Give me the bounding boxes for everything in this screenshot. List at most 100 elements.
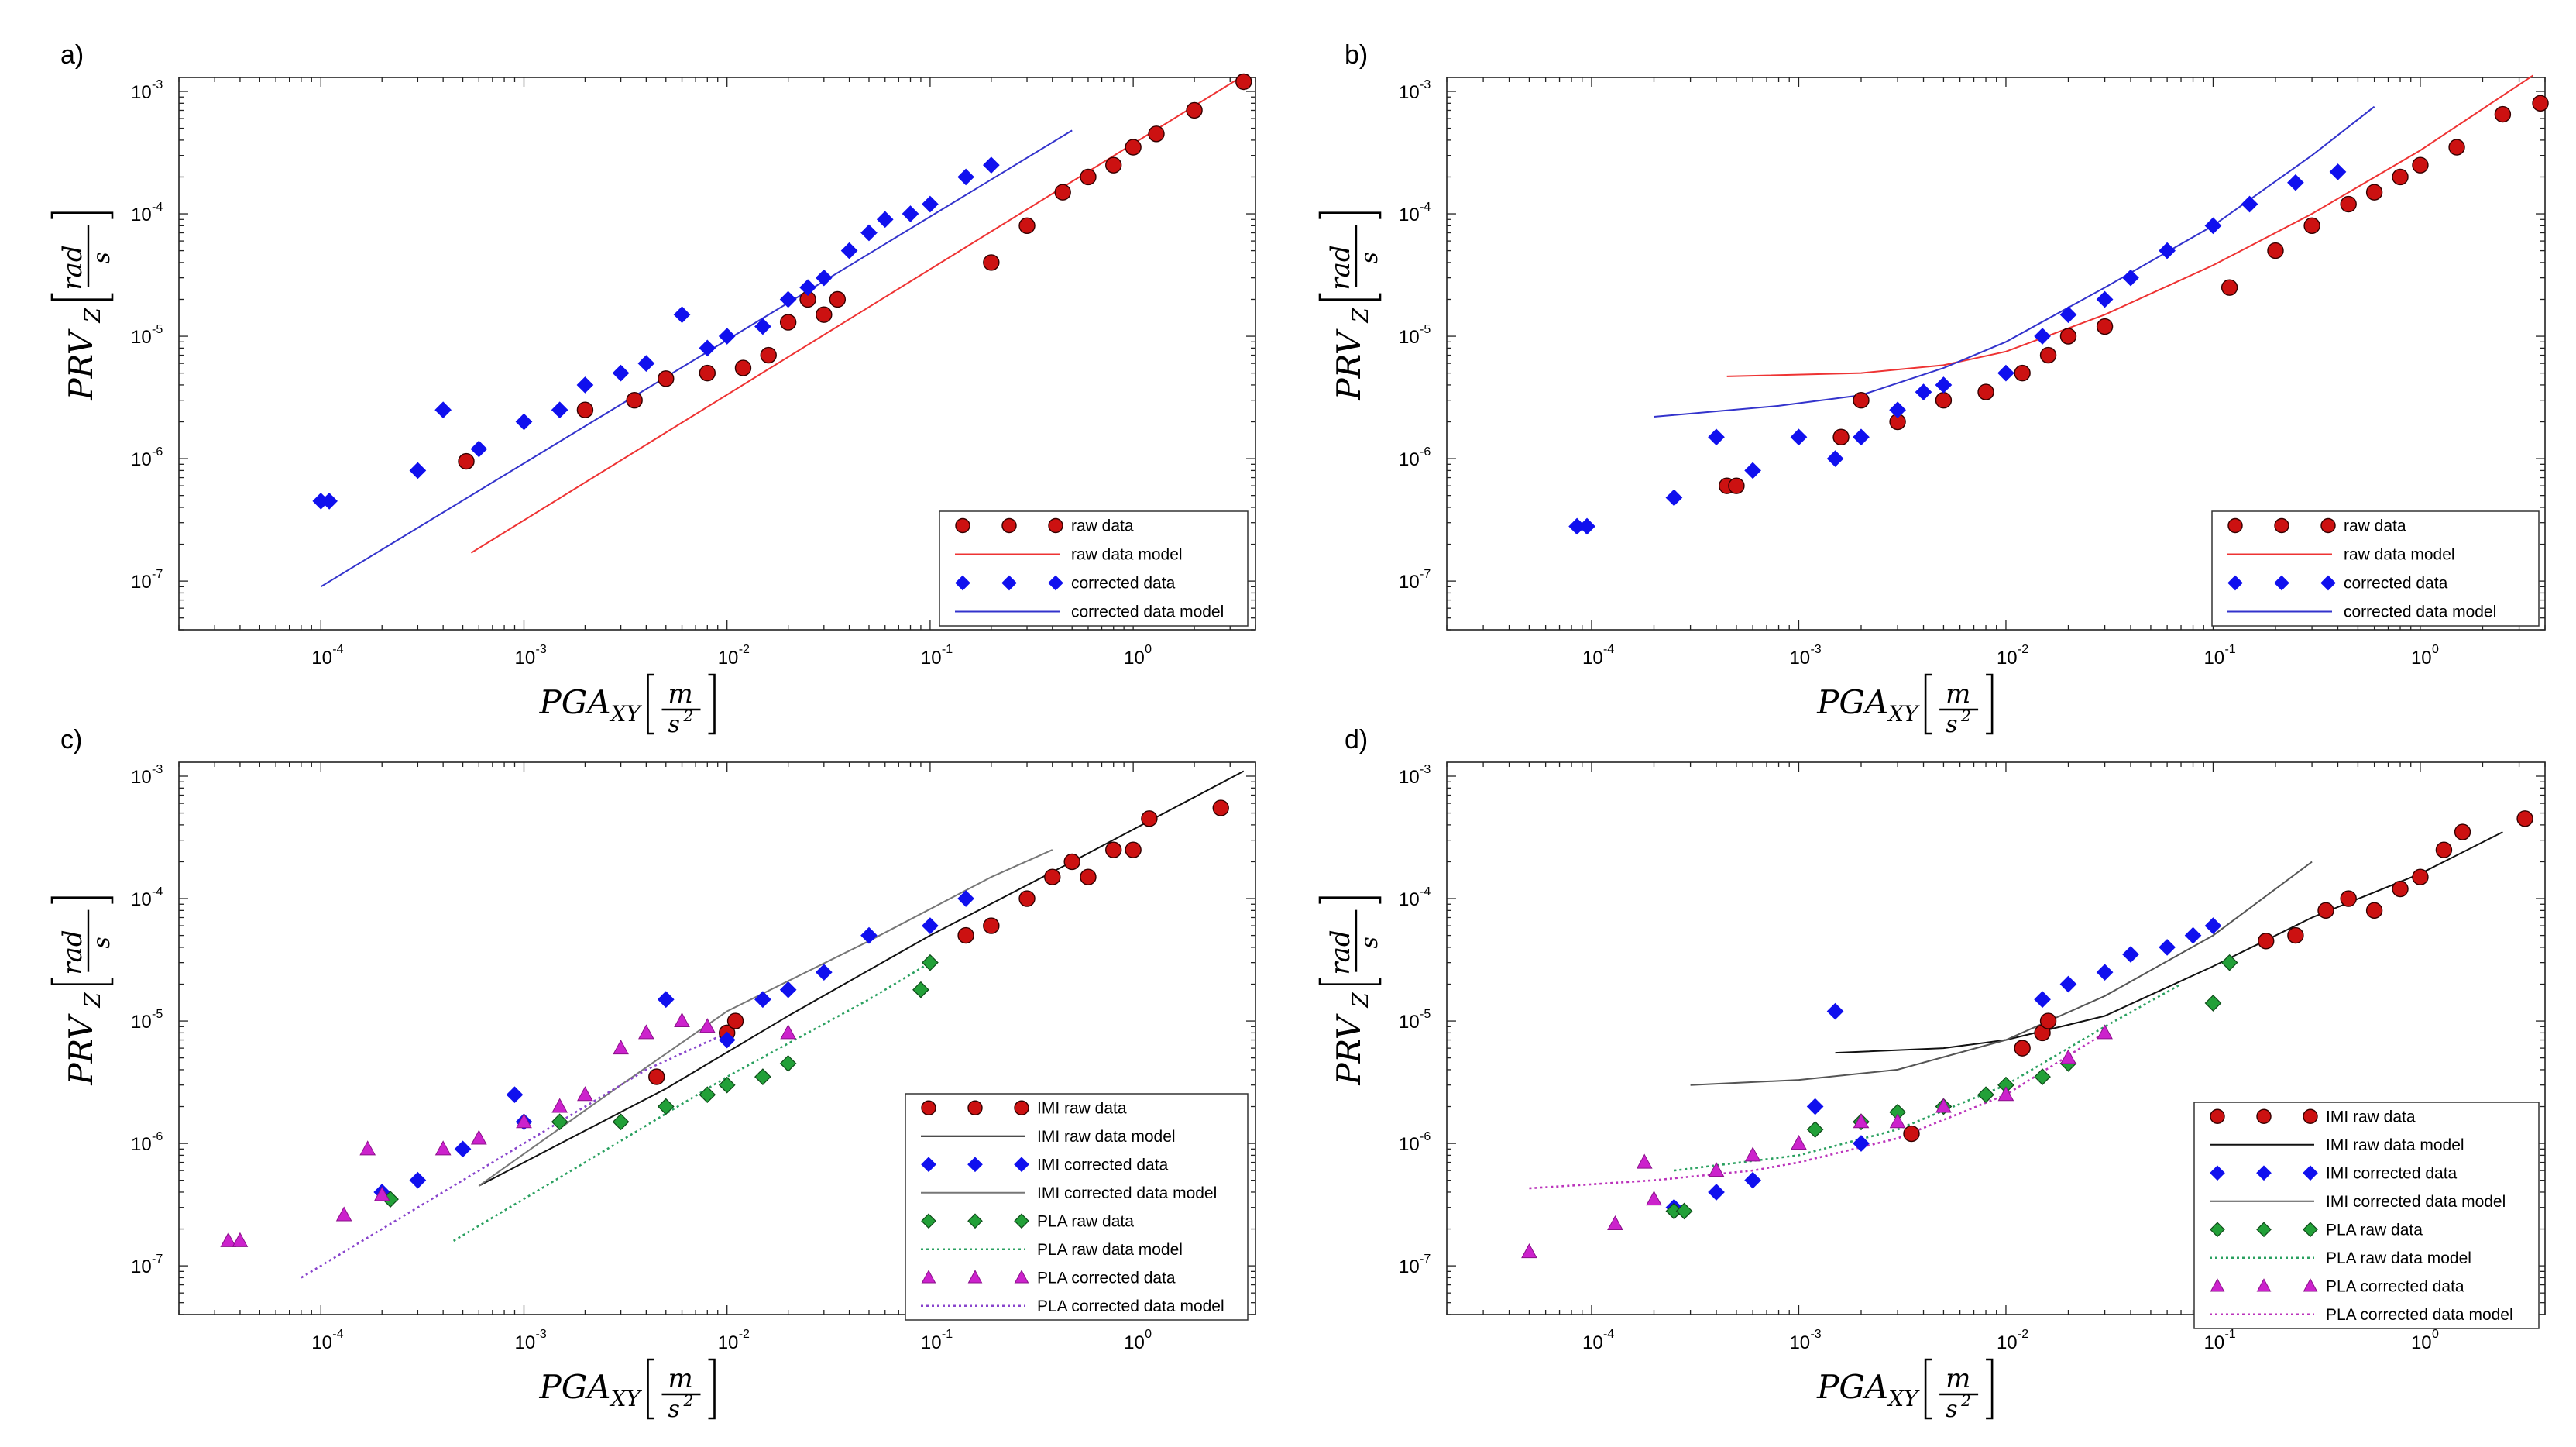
data-point <box>1826 1002 1844 1020</box>
data-point <box>2303 217 2320 235</box>
y-tick-base: 10 <box>131 327 152 348</box>
y-axis-bracket-left <box>50 293 114 301</box>
data-point <box>551 1098 568 1113</box>
x-axis-title: PGA XY ms 2 <box>539 673 716 738</box>
legend-label: IMI raw data <box>2326 1108 2416 1126</box>
legend-entry: IMI raw data <box>921 1099 1127 1117</box>
data-point <box>612 1113 630 1131</box>
legend-label: IMI corrected data <box>1037 1156 1169 1174</box>
legend-box <box>905 1093 1249 1321</box>
series-corrected-data <box>1568 163 2347 535</box>
y-tick-label: 10 -6 <box>131 445 163 470</box>
x-tick-label: 10 -4 <box>311 1328 343 1353</box>
legend-label: raw data <box>1071 517 1134 535</box>
x-tick-exp: -3 <box>535 643 546 656</box>
x-tick-exp: -3 <box>1810 1328 1821 1341</box>
x-tick-base: 10 <box>1582 1332 1603 1353</box>
data-point <box>957 890 974 907</box>
x-axis-unit-den: s <box>668 1396 680 1423</box>
x-tick-label: 10 -4 <box>1582 643 1614 669</box>
data-point <box>2014 364 2031 382</box>
data-point <box>912 981 929 998</box>
data-point <box>760 346 777 364</box>
y-tick-exp: -3 <box>1420 763 1431 776</box>
series-pla-corrected-data <box>220 1012 796 1247</box>
chart-panel-4: d)10 -4 10 -3 10 -2 10 -1 10 010 -710 -610 -510 -410-… <box>1318 725 2546 1423</box>
data-point <box>1806 1098 1824 1115</box>
y-tick-base: 10 <box>131 1256 152 1277</box>
chart-panel-2: b)10 -4 10 -3 10 -2 10 -1 10 010 -710 -610 -510 -410-… <box>1318 40 2549 738</box>
y-axis-bracket-left <box>1318 978 1382 985</box>
x-axis-unit-den-exp: 2 <box>683 706 694 725</box>
x-tick-base: 10 <box>514 648 535 669</box>
data-point <box>754 318 771 335</box>
legend-entry: PLA corrected data <box>921 1269 1176 1287</box>
data-point <box>957 926 974 944</box>
data-point <box>2059 975 2077 993</box>
data-point <box>638 1024 654 1040</box>
y-tick-label: 10 -6 <box>1399 445 1431 470</box>
x-axis-sub: XY <box>1887 701 1920 727</box>
x-axis-title: PGA XY ms 2 <box>539 1358 716 1423</box>
data-point <box>1080 168 1097 186</box>
y-tick-base: 10 <box>1399 1256 1420 1277</box>
legend-label: PLA corrected data model <box>1037 1297 1224 1315</box>
data-point <box>321 493 338 510</box>
data-point <box>2204 995 2222 1012</box>
x-tick-base: 10 <box>1997 648 2018 669</box>
y-axis-sub: Z <box>80 308 105 324</box>
data-point <box>1997 364 2014 382</box>
x-tick-base: 10 <box>2411 648 2432 669</box>
y-tick-base: 10 <box>131 449 152 470</box>
legend-label: IMI corrected data model <box>1037 1184 1217 1202</box>
x-tick-base: 10 <box>311 648 332 669</box>
legend-label: IMI raw data <box>1037 1099 1127 1117</box>
legend-marker <box>921 1157 936 1173</box>
x-tick-base: 10 <box>1124 1332 1145 1353</box>
data-point <box>1054 184 1071 201</box>
legend-entry: PLA raw data <box>921 1212 1134 1230</box>
data-point <box>576 376 594 394</box>
x-tick-base: 10 <box>2203 648 2224 669</box>
y-tick-exp: -6 <box>1420 1130 1431 1143</box>
legend-entry: IMI corrected data model <box>921 1184 1217 1202</box>
y-axis-unit-num: rad <box>57 930 88 974</box>
x-tick-exp: -1 <box>2224 1328 2235 1341</box>
data-point <box>983 254 1000 271</box>
y-axis-unit-den: s <box>88 252 115 263</box>
series-line-pla-corrected-data-model <box>301 1032 728 1279</box>
data-point <box>780 1024 796 1040</box>
y-tick-label: 10 -7 <box>1399 1253 1431 1277</box>
x-tick-label: 10 -4 <box>311 643 343 669</box>
x-axis-unit-den-exp: 2 <box>683 1391 694 1410</box>
data-point <box>2392 168 2409 186</box>
data-point <box>2060 1049 2076 1064</box>
data-point <box>2258 933 2275 950</box>
y-tick-label: 10 -3 <box>131 78 163 103</box>
legend-marker <box>967 1270 983 1284</box>
y-tick-base: 10 <box>1399 572 1420 593</box>
y-tick-exp: -7 <box>1420 568 1431 581</box>
x-tick-label: 10 -2 <box>1997 643 2028 669</box>
data-point <box>1665 489 1683 507</box>
y-axis-bracket-right <box>50 211 114 219</box>
legend-marker <box>967 1213 983 1229</box>
x-axis-sub: XY <box>610 701 643 727</box>
x-axis-bracket-left <box>647 673 654 735</box>
data-point <box>2392 880 2409 898</box>
data-point <box>1636 1153 1653 1169</box>
legend-marker <box>2303 1165 2318 1181</box>
data-point <box>2287 174 2304 191</box>
data-point <box>1977 383 1994 400</box>
legend-entry: IMI raw data <box>2210 1108 2416 1126</box>
legend-label: PLA raw data <box>2326 1221 2423 1239</box>
data-point <box>779 1055 797 1072</box>
legend-marker <box>2303 1222 2318 1238</box>
data-point <box>957 168 974 186</box>
data-point <box>2448 139 2465 156</box>
legend-marker <box>2210 1108 2225 1124</box>
legend-entry: raw data model <box>2227 546 2455 564</box>
x-tick-exp: -4 <box>332 1328 343 1341</box>
